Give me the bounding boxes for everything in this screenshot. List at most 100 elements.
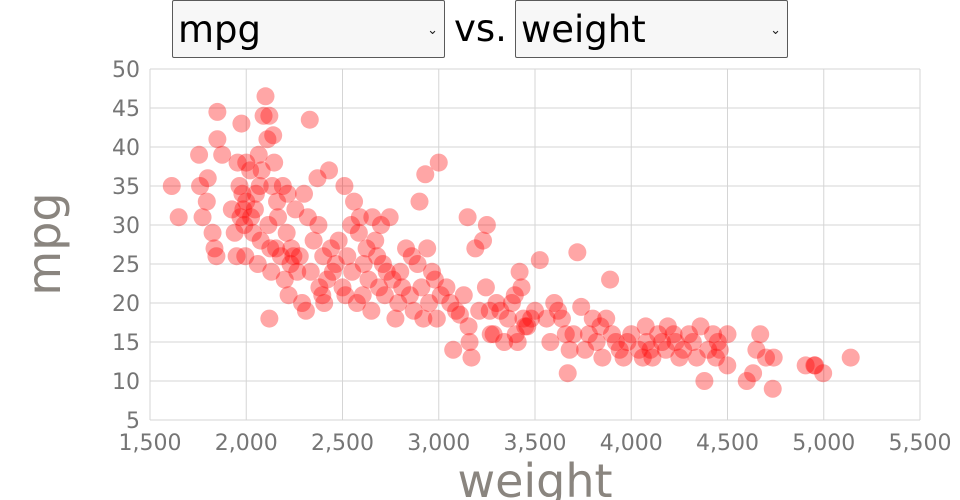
data-point (459, 317, 478, 336)
data-point (622, 325, 641, 344)
data-point (251, 231, 270, 250)
data-point (416, 165, 435, 184)
data-point (350, 208, 369, 227)
data-point (191, 177, 210, 195)
data-point (516, 317, 535, 336)
data-point (357, 239, 376, 258)
data-point (366, 231, 385, 250)
data-point (318, 270, 337, 289)
x-tick-label: 2,500 (311, 431, 374, 456)
data-point (560, 340, 579, 359)
data-point (477, 216, 496, 234)
data-point (343, 262, 362, 281)
data-point (427, 309, 446, 328)
data-point (653, 333, 672, 351)
data-point (336, 286, 355, 305)
data-point (466, 239, 485, 258)
data-point (237, 192, 256, 211)
data-point (400, 286, 419, 305)
data-point (447, 301, 466, 320)
data-point (526, 301, 544, 320)
data-point (699, 340, 718, 359)
data-point (763, 379, 782, 398)
data-point (541, 333, 560, 351)
data-point (512, 278, 531, 297)
y-variable-value: mpg (178, 7, 262, 51)
data-point (277, 223, 296, 242)
x-tick-label: 5,500 (889, 431, 952, 456)
data-point (383, 270, 402, 289)
data-point (329, 231, 348, 250)
data-point (505, 286, 524, 305)
data-point (249, 145, 268, 164)
data-point (281, 255, 300, 273)
data-point (470, 301, 489, 320)
data-point (545, 294, 564, 312)
data-point (386, 309, 405, 328)
data-point (245, 200, 264, 219)
x-tick-label: 1,500 (119, 431, 182, 456)
data-point (708, 333, 727, 351)
data-point (710, 340, 729, 359)
data-point (380, 208, 399, 227)
x-tick-label: 5,000 (792, 431, 855, 456)
data-point (508, 333, 527, 351)
data-point (362, 301, 381, 320)
data-point (260, 106, 279, 125)
data-point (254, 106, 273, 125)
chevron-down-icon: ⌄ (427, 22, 438, 38)
data-point (347, 294, 366, 312)
data-point (744, 364, 763, 383)
y-tick-label: 25 (112, 253, 140, 278)
data-point (633, 348, 652, 367)
data-point (236, 247, 255, 266)
data-point (373, 255, 392, 273)
data-point (323, 262, 342, 281)
data-point (404, 301, 423, 320)
chevron-down-icon: ⌄ (770, 22, 781, 38)
data-point (315, 294, 334, 312)
data-point (353, 286, 372, 305)
data-point (263, 177, 282, 195)
data-point (618, 333, 637, 351)
data-point (484, 325, 503, 344)
data-point (637, 333, 656, 351)
data-point (225, 223, 244, 242)
x-variable-select[interactable]: weight ⌄ (515, 0, 788, 58)
data-point (437, 278, 456, 297)
data-point (476, 278, 495, 297)
data-point (757, 348, 775, 367)
data-point (606, 333, 625, 351)
data-point (441, 294, 460, 312)
data-point (190, 145, 209, 164)
data-point (377, 262, 396, 281)
x-tick-label: 4,500 (696, 431, 759, 456)
data-point (691, 317, 710, 336)
data-point (576, 340, 595, 359)
data-point (410, 192, 429, 211)
data-point (656, 340, 675, 359)
data-point (587, 333, 606, 351)
data-point (242, 208, 261, 227)
data-point (568, 243, 587, 262)
y-tick-label: 30 (112, 214, 140, 239)
y-variable-select[interactable]: mpg ⌄ (172, 0, 445, 58)
data-point (259, 216, 278, 234)
data-point (213, 145, 232, 164)
y-tick-label: 20 (112, 292, 140, 317)
data-point (558, 364, 577, 383)
data-point (349, 223, 368, 242)
data-point (342, 216, 361, 234)
data-point (499, 309, 518, 328)
data-point (271, 247, 290, 266)
data-point (796, 356, 815, 375)
data-point (282, 239, 301, 258)
data-point (680, 325, 698, 344)
data-point (610, 340, 629, 359)
data-point (205, 239, 224, 258)
data-point (372, 216, 390, 234)
data-point (704, 325, 723, 344)
data-point (591, 317, 610, 336)
x-variable-value: weight (521, 7, 646, 51)
data-point (747, 340, 766, 359)
